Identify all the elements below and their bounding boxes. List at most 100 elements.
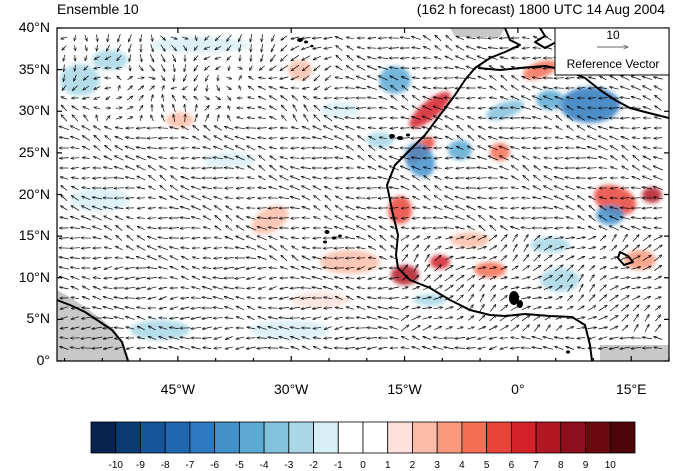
colorbar-swatch [486,421,512,454]
wind-vector [226,86,232,89]
wind-vector [151,115,154,122]
wind-vector [379,108,387,109]
wind-vector [127,86,133,91]
anomaly-blob [366,132,394,148]
colorbar-swatch [362,421,389,454]
wind-vector [162,104,165,112]
wind-vector [334,98,344,99]
colorbar-label: -1 [333,460,343,471]
colorbar-label: 4 [459,460,465,471]
longitude-tick-label: 0° [511,381,525,397]
wind-vector [521,107,531,110]
wind-vector [433,106,444,111]
wind-vector [204,96,210,99]
wind-vector [248,97,255,100]
wind-vector [511,166,519,171]
wind-vector [150,44,154,52]
wind-vector [83,97,90,99]
wind-vector [291,54,300,61]
wind-vector [587,126,597,131]
wind-vector [62,85,67,91]
wind-vector [181,186,190,191]
wind-vector [127,96,133,101]
ensemble-title: Ensemble 10 [57,1,139,17]
wind-vector [367,57,377,60]
wind-vector [346,157,354,160]
wind-vector [291,127,299,129]
wind-vector [555,158,564,159]
wind-vector [60,177,68,180]
wind-vector [435,35,442,42]
wind-vector [130,65,131,71]
wind-vector [173,104,176,112]
wind-vector [577,116,585,121]
wind-vector [303,87,310,89]
wind-vector [216,85,220,91]
wind-vector [324,37,333,39]
wind-vector [610,156,618,161]
wind-vector [181,148,189,149]
wind-vector [259,78,266,79]
wind-vector [96,44,97,51]
wind-vector [335,178,343,179]
wind-vector [325,75,332,81]
wind-vector [82,136,90,141]
wind-vector [510,147,520,150]
wind-vector [588,108,597,109]
wind-vector [335,146,344,150]
wind-vector [302,64,310,71]
wind-vector [314,105,321,111]
forecast-time: (162 h forecast) 1800 UTC 14 Aug 2004 [416,1,665,17]
wind-vector [270,116,277,121]
wind-vector [290,186,300,191]
colorbar-label: -5 [234,460,244,471]
anomaly-blob [379,66,411,94]
wind-vector [114,167,124,170]
wind-vector [172,95,177,102]
wind-vector [137,166,146,171]
anomaly-blob [250,320,330,340]
colorbar-label: 9 [582,460,589,471]
wind-vector [489,118,498,119]
wind-vector [488,167,498,170]
wind-vector [63,74,64,82]
missing-data-region [450,28,505,37]
wind-vector [445,136,453,141]
wind-vector [655,95,662,101]
wind-vector [565,158,575,159]
wind-vector [402,95,409,102]
wind-vector [609,127,619,129]
wind-vector [105,145,112,151]
wind-vector [358,145,365,152]
wind-vector [147,138,158,139]
wind-vector [203,147,212,150]
wind-vector [510,128,521,129]
anomaly-blob [486,99,524,121]
wind-vector [654,117,662,120]
wind-vector [195,105,196,112]
wind-vector [379,128,387,129]
wind-vector [335,158,344,159]
wind-vector [556,115,563,121]
wind-vector [93,178,102,179]
wind-vector [281,105,288,112]
wind-vector [555,137,563,138]
wind-vector [401,77,409,80]
wind-vector [291,64,300,71]
wind-vector [224,157,234,160]
wind-vector [400,157,411,160]
wind-vector [149,175,156,181]
wind-vector [556,126,563,131]
wind-vector [149,86,155,91]
wind-vector [184,104,185,112]
wind-vector [400,138,410,139]
wind-vector [137,176,146,181]
wind-vector [345,88,355,89]
wind-vector [445,147,453,148]
wind-vector [378,76,388,81]
wind-vector [534,175,541,181]
wind-vector [204,106,209,111]
wind-vector [532,96,542,101]
wind-vector [367,97,377,98]
wind-vector [402,106,409,111]
